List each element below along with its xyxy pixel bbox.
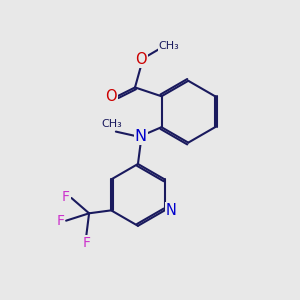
Text: N: N	[135, 128, 147, 143]
Text: CH₃: CH₃	[101, 119, 122, 129]
Text: F: F	[62, 190, 70, 203]
Text: F: F	[82, 236, 90, 250]
Text: N: N	[166, 203, 177, 218]
Text: O: O	[105, 89, 117, 104]
Text: O: O	[135, 52, 147, 67]
Text: CH₃: CH₃	[158, 40, 179, 51]
Text: F: F	[56, 214, 64, 228]
